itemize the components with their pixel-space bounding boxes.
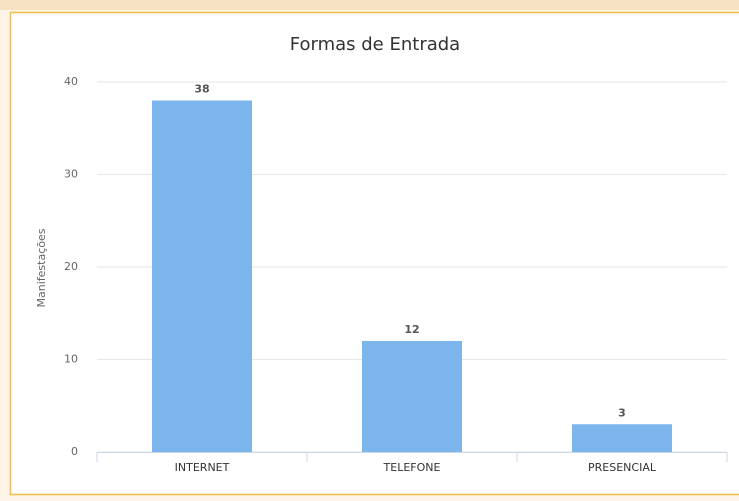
y-tick-label: 20	[64, 260, 78, 273]
data-label: 38	[194, 83, 209, 96]
bar	[572, 424, 672, 452]
x-tick-label: PRESENCIAL	[588, 461, 657, 474]
y-tick-label: 40	[64, 75, 78, 88]
bar	[362, 341, 462, 452]
y-axis-label: Manifestações	[35, 228, 48, 307]
x-tick-label: INTERNET	[175, 461, 230, 474]
y-tick-label: 0	[71, 445, 78, 458]
data-label: 3	[618, 406, 626, 419]
bar	[152, 100, 252, 452]
y-tick-label: 30	[64, 168, 78, 181]
chart-title: Formas de Entrada	[290, 34, 460, 55]
y-tick-label: 10	[64, 353, 78, 366]
x-tick-label: TELEFONE	[383, 461, 441, 474]
decoration	[0, 0, 739, 10]
data-label: 12	[404, 323, 419, 336]
